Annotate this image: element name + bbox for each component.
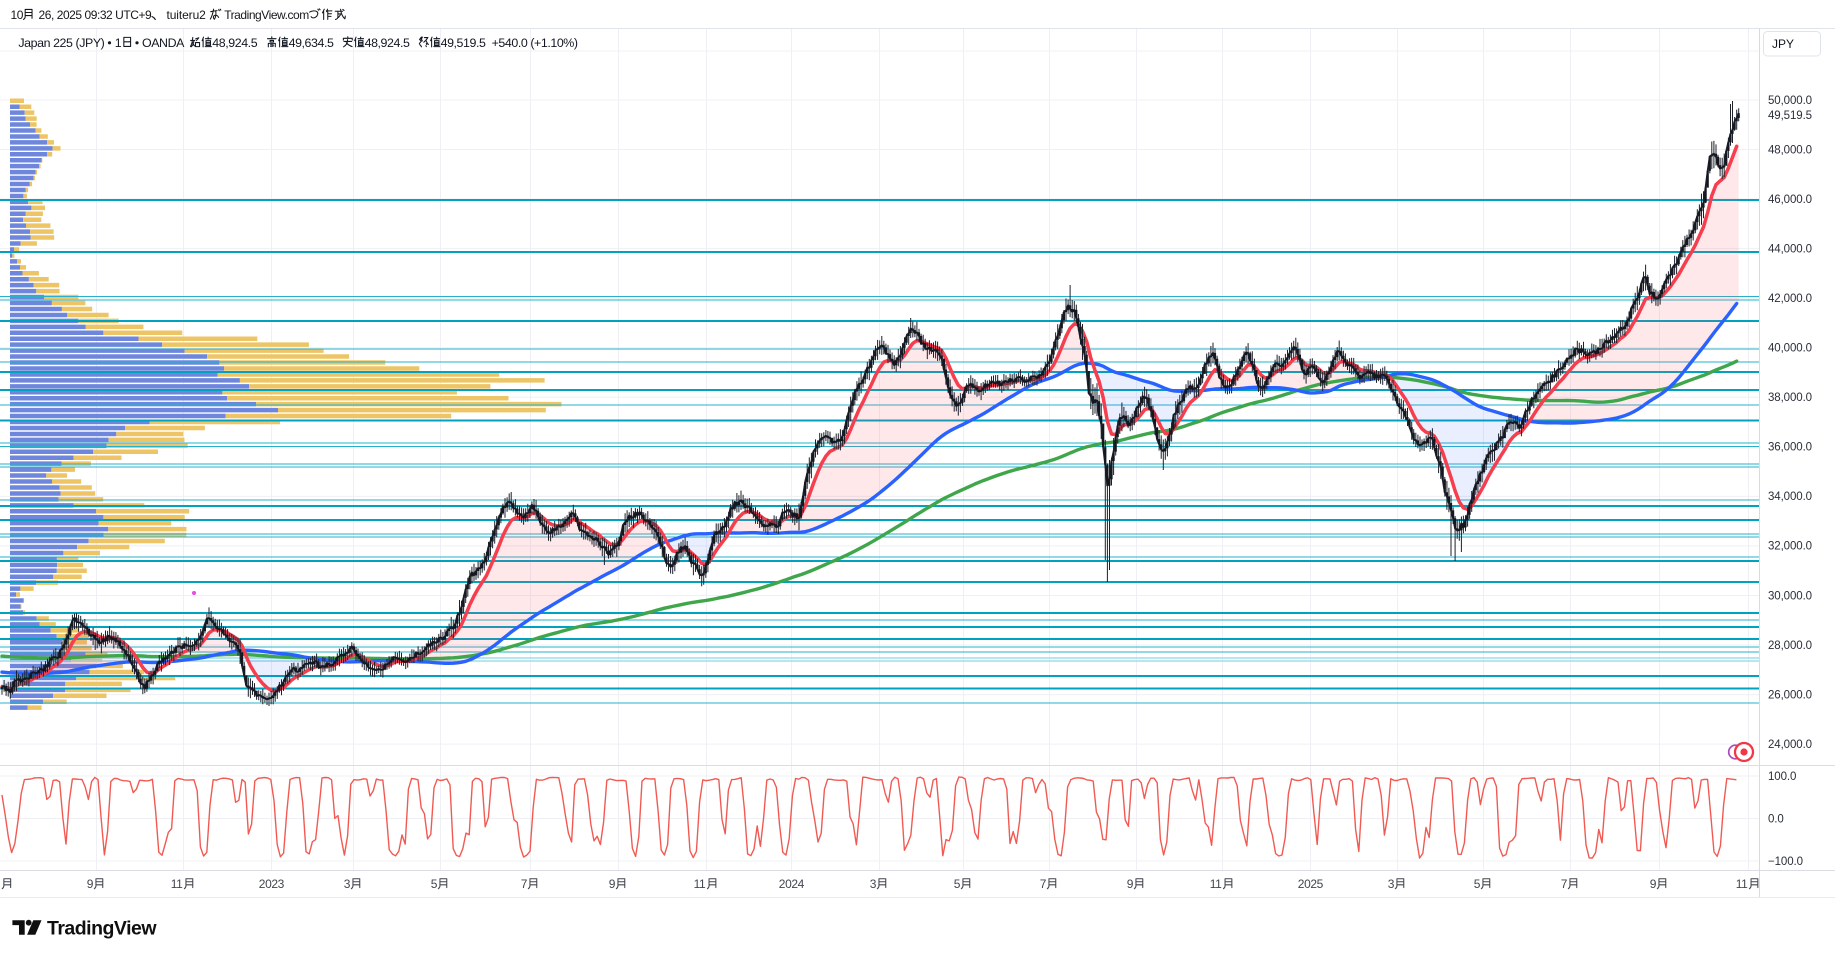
svg-text:5: 5 (954, 877, 961, 891)
svg-text:38,000.0: 38,000.0 (1768, 392, 1812, 404)
svg-text:TradingView.com: TradingView.com (224, 8, 309, 22)
svg-text:48,924.5: 48,924.5 (212, 36, 257, 50)
svg-text:TradingView: TradingView (47, 918, 157, 940)
svg-text:50,000.0: 50,000.0 (1768, 95, 1812, 107)
svg-text:5: 5 (431, 877, 438, 891)
svg-text:−100.0: −100.0 (1768, 856, 1803, 868)
svg-text:49,519.5: 49,519.5 (1768, 110, 1812, 122)
svg-text:0.0: 0.0 (1768, 813, 1784, 825)
svg-text:11: 11 (1210, 877, 1222, 891)
svg-text:2024: 2024 (779, 877, 805, 891)
svg-text:26,000.0: 26,000.0 (1768, 689, 1812, 701)
svg-text:9: 9 (609, 877, 616, 891)
svg-text:7: 7 (521, 877, 528, 891)
svg-text:11: 11 (694, 877, 706, 891)
svg-text:26, 2025 09:32 UTC+9: 26, 2025 09:32 UTC+9 (39, 8, 153, 22)
svg-text:tuiteru2: tuiteru2 (167, 8, 207, 22)
svg-text:100.0: 100.0 (1768, 771, 1796, 783)
svg-text:11: 11 (171, 877, 183, 891)
svg-text:9: 9 (87, 877, 94, 891)
svg-text:49,634.5: 49,634.5 (289, 36, 334, 50)
svg-text:42,000.0: 42,000.0 (1768, 293, 1812, 305)
svg-text:1: 1 (115, 36, 122, 50)
svg-text:3: 3 (870, 877, 877, 891)
svg-text:36,000.0: 36,000.0 (1768, 442, 1812, 454)
svg-text:3: 3 (344, 877, 351, 891)
svg-text:44,000.0: 44,000.0 (1768, 243, 1812, 255)
svg-text:9: 9 (1650, 877, 1657, 891)
svg-text:OANDA: OANDA (142, 36, 185, 50)
svg-text:Japan 225 (JPY): Japan 225 (JPY) (18, 36, 104, 50)
svg-text:30,000.0: 30,000.0 (1768, 590, 1812, 602)
svg-text:49,519.5: 49,519.5 (441, 36, 486, 50)
svg-text:3: 3 (1388, 877, 1395, 891)
svg-text:11: 11 (1736, 877, 1748, 891)
svg-text:34,000.0: 34,000.0 (1768, 491, 1812, 503)
svg-text:40,000.0: 40,000.0 (1768, 343, 1812, 355)
svg-text:+540.0 (+1.10%): +540.0 (+1.10%) (492, 36, 578, 50)
svg-text:24,000.0: 24,000.0 (1768, 739, 1812, 751)
svg-text:5: 5 (1474, 877, 1481, 891)
svg-text:32,000.0: 32,000.0 (1768, 541, 1812, 553)
svg-text:28,000.0: 28,000.0 (1768, 640, 1812, 652)
svg-text:7: 7 (1561, 877, 1568, 891)
svg-text:48,924.5: 48,924.5 (365, 36, 410, 50)
svg-text:2023: 2023 (259, 877, 285, 891)
svg-text:9: 9 (1127, 877, 1134, 891)
svg-text:48,000.0: 48,000.0 (1768, 144, 1812, 156)
svg-text:7: 7 (1040, 877, 1047, 891)
svg-text:JPY: JPY (1772, 37, 1794, 51)
svg-text:2025: 2025 (1298, 877, 1324, 891)
svg-text:46,000.0: 46,000.0 (1768, 194, 1812, 206)
svg-text:10: 10 (11, 8, 24, 22)
